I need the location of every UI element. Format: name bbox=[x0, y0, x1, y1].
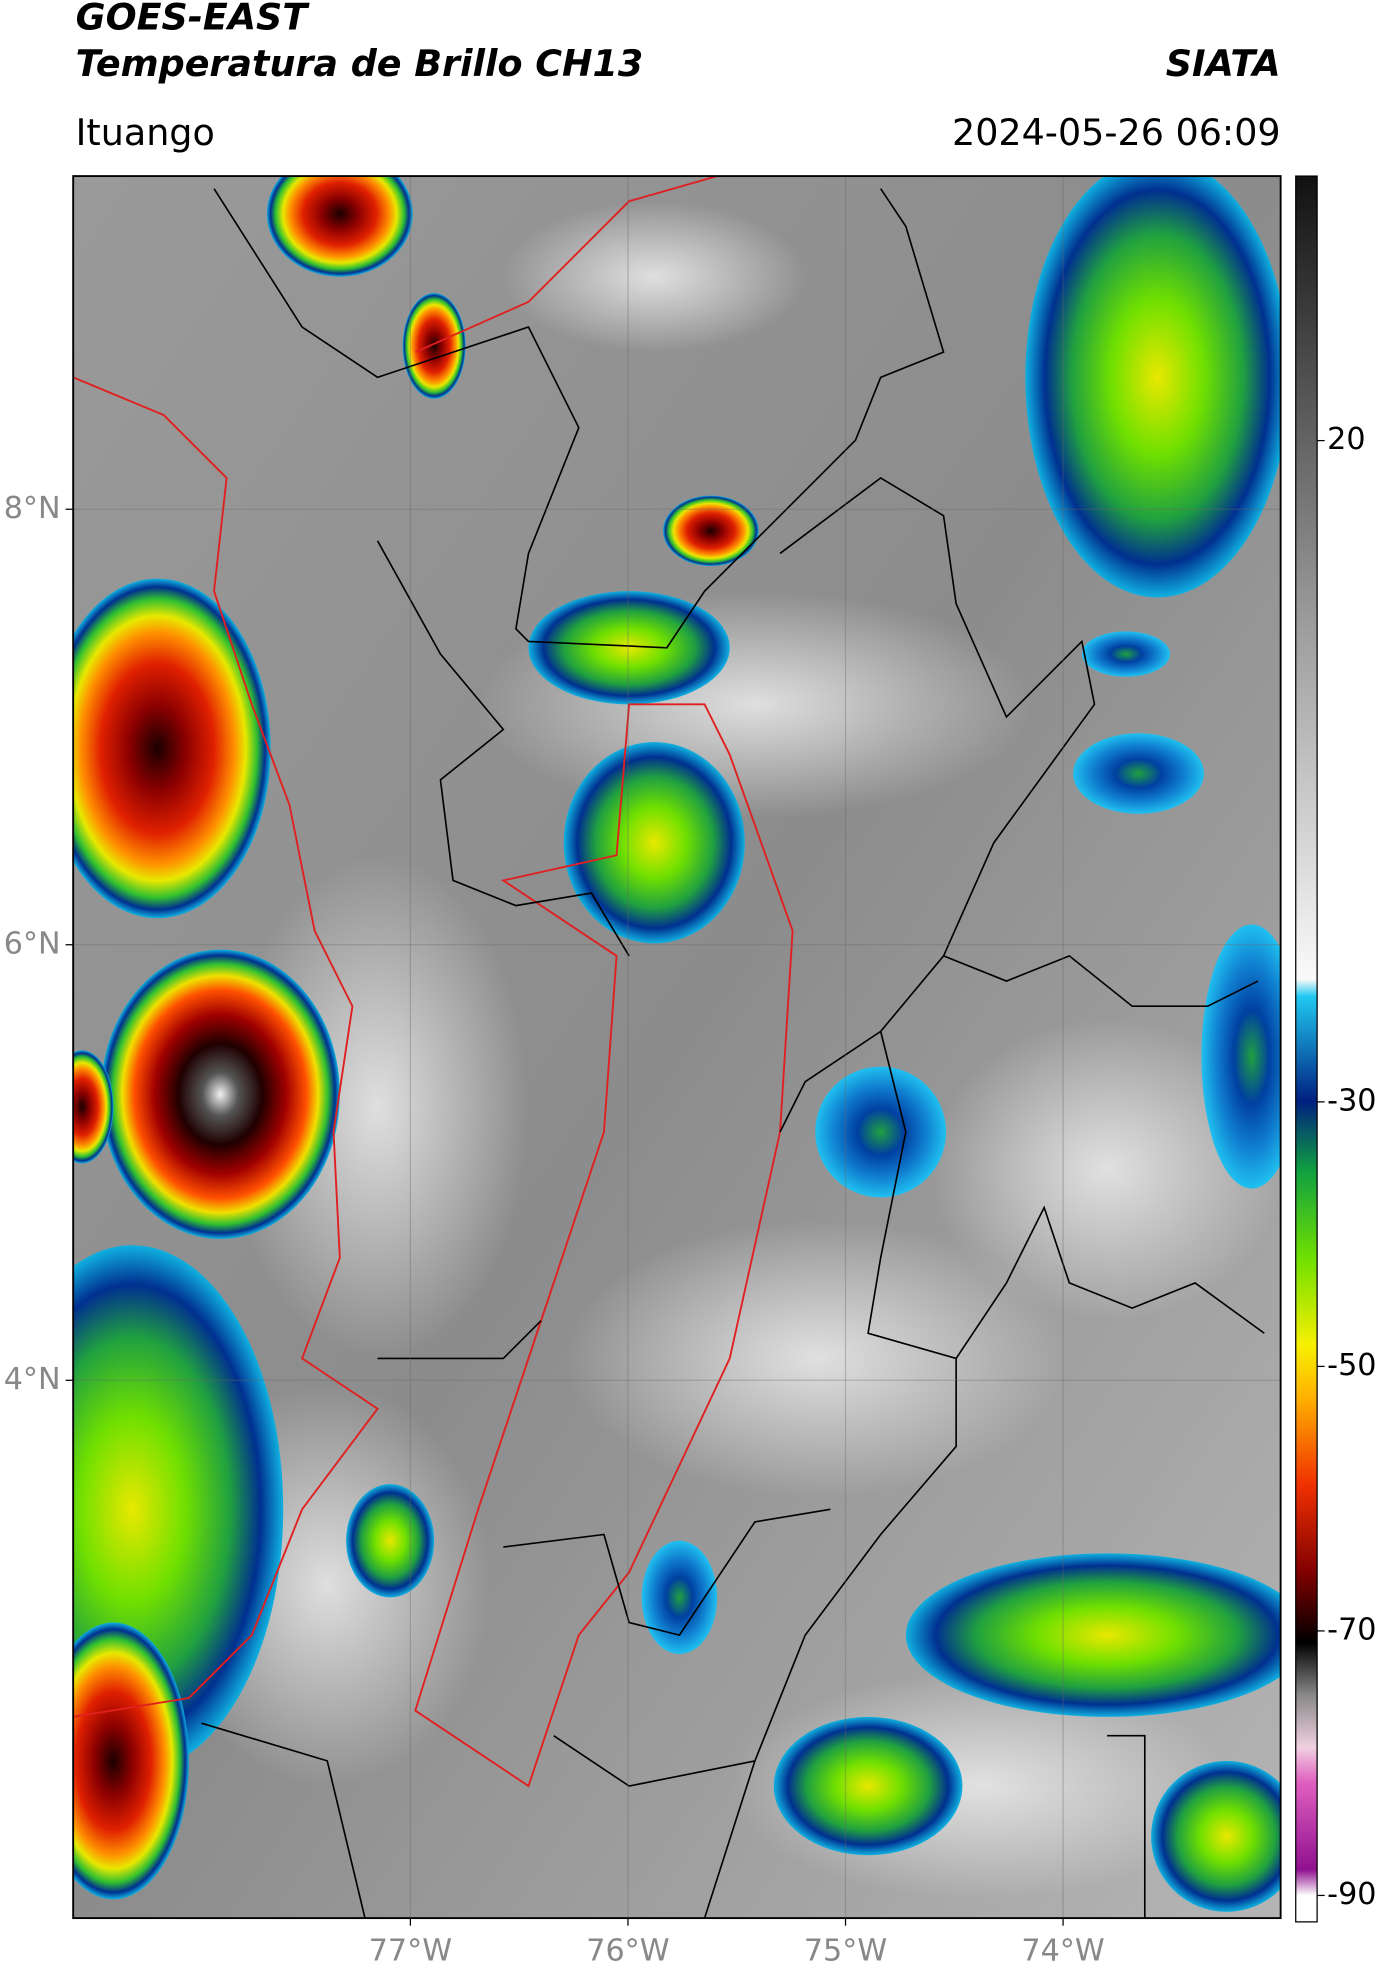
brand: SIATA bbox=[1166, 42, 1281, 85]
x-tick-label: 74°W bbox=[1021, 1934, 1104, 1969]
y-tick-label: 8°N bbox=[4, 491, 61, 526]
satellite-image bbox=[73, 176, 1281, 1919]
map-frame bbox=[72, 175, 1282, 1920]
x-tick-label: 77°W bbox=[369, 1934, 452, 1969]
colorbar bbox=[1295, 175, 1318, 1923]
title: GOES-EAST bbox=[76, 0, 311, 38]
colorbar-label: -70 bbox=[1327, 1612, 1376, 1647]
x-tick-label: 75°W bbox=[804, 1934, 887, 1969]
datetime: 2024-05-26 06:09 bbox=[952, 111, 1281, 154]
y-tick-label: 6°N bbox=[4, 926, 61, 961]
graticule bbox=[73, 176, 1281, 1919]
y-tick-label: 4°N bbox=[4, 1362, 61, 1397]
subtitle: Temperatura de Brillo CH13 bbox=[76, 42, 644, 85]
colorbar-label: 20 bbox=[1327, 422, 1365, 457]
colorbar-label: -30 bbox=[1327, 1083, 1376, 1118]
colorbar-label: -50 bbox=[1327, 1348, 1376, 1383]
location: Ituango bbox=[76, 111, 215, 154]
x-tick-label: 76°W bbox=[586, 1934, 669, 1969]
colorbar-label: -90 bbox=[1327, 1877, 1376, 1912]
